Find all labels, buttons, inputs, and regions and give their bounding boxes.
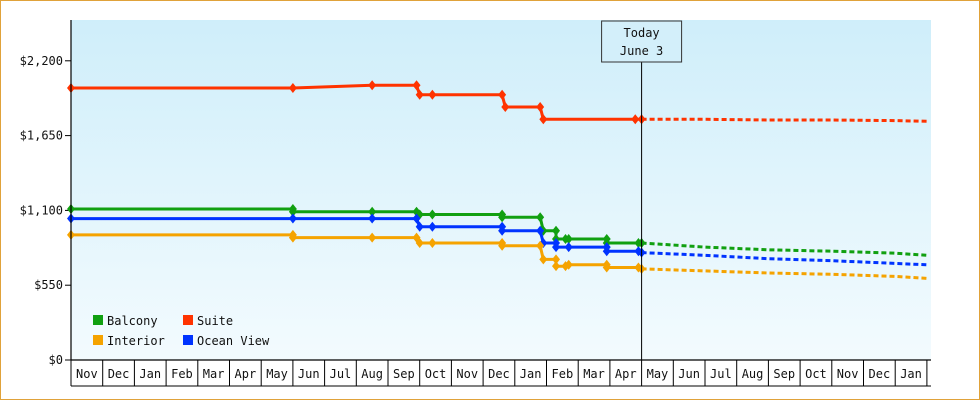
x-tick-label: Jul (330, 367, 352, 381)
x-tick-label: Feb (552, 367, 574, 381)
data-point-interior (368, 232, 377, 243)
data-point-balcony (498, 212, 507, 223)
x-tick-label: Dec (488, 367, 510, 381)
x-tick-label: Dec (108, 367, 130, 381)
data-point-balcony (552, 225, 561, 236)
data-point-interior (498, 240, 507, 251)
data-point-suite (428, 89, 437, 100)
data-point-balcony (564, 233, 573, 244)
data-point-interior (552, 261, 561, 272)
today-date: June 3 (620, 44, 663, 58)
x-tick-label: May (266, 367, 288, 381)
x-tick-label: Nov (456, 367, 478, 381)
data-point-ocean-view (415, 221, 424, 232)
plot-background (71, 20, 931, 360)
x-tick-label: Nov (76, 367, 98, 381)
y-tick-label: $1,100 (20, 203, 63, 217)
x-tick-label: Apr (235, 367, 257, 381)
legend-swatch (183, 335, 193, 345)
series-forecast-balcony (641, 241, 927, 257)
data-point-suite (368, 80, 377, 91)
legend-label: Suite (197, 314, 233, 328)
today-box (601, 20, 683, 63)
data-point-balcony (428, 209, 437, 220)
data-point-ocean-view (412, 213, 421, 224)
data-point-suite (415, 89, 424, 100)
legend-swatch (93, 315, 103, 325)
series-forecast-interior (641, 267, 927, 280)
data-point-interior (415, 238, 424, 249)
legend-swatch (183, 315, 193, 325)
x-tick-label: Feb (171, 367, 193, 381)
x-tick-label: Apr (615, 367, 637, 381)
data-point-suite (498, 89, 507, 100)
data-point-suite (631, 114, 640, 125)
x-tick-label: Jan (139, 367, 161, 381)
legend-swatch (93, 335, 103, 345)
x-tick-label: Aug (742, 367, 764, 381)
data-point-interior (602, 262, 611, 273)
y-tick-label: $2,200 (20, 54, 63, 68)
x-tick-label: Jun (298, 367, 320, 381)
x-tick-label: Jan (900, 367, 922, 381)
data-point-suite (412, 80, 421, 91)
data-point-ocean-view (602, 246, 611, 257)
today-label: Today (624, 26, 660, 40)
data-point-ocean-view (368, 213, 377, 224)
x-tick-label: Sep (773, 367, 795, 381)
data-point-ocean-view (428, 221, 437, 232)
x-tick-label: Oct (425, 367, 447, 381)
x-tick-label: Mar (583, 367, 605, 381)
legend-label: Ocean View (197, 334, 270, 348)
x-tick-label: Jan (520, 367, 542, 381)
x-tick-label: Mar (203, 367, 225, 381)
data-point-ocean-view (552, 242, 561, 253)
legend-label: Interior (107, 334, 165, 348)
data-point-interior (536, 240, 545, 251)
data-point-interior (564, 259, 573, 270)
y-tick-label: $550 (34, 278, 63, 292)
legend-label: Balcony (107, 314, 158, 328)
data-point-balcony (536, 212, 545, 223)
series-line-suite (71, 83, 642, 121)
data-point-ocean-view (536, 225, 545, 236)
x-tick-label: Sep (393, 367, 415, 381)
data-point-suite (536, 102, 545, 113)
series-forecast-suite (641, 117, 927, 123)
y-tick-label: $1,650 (20, 129, 63, 143)
data-point-suite (539, 114, 548, 125)
x-tick-label: Aug (361, 367, 383, 381)
data-point-interior (288, 232, 297, 243)
data-point-suite (288, 83, 297, 93)
series-forecast-ocean-view (641, 251, 927, 267)
x-tick-label: Oct (805, 367, 827, 381)
data-point-suite (501, 102, 510, 113)
x-tick-label: Jul (710, 367, 732, 381)
x-tick-label: May (647, 367, 669, 381)
x-tick-label: Dec (869, 367, 891, 381)
x-tick-label: Jun (678, 367, 700, 381)
data-point-balcony (288, 206, 297, 217)
data-point-ocean-view (634, 246, 643, 257)
data-point-interior (428, 238, 437, 249)
data-point-balcony (368, 206, 377, 217)
y-tick-label: $0 (49, 353, 63, 367)
data-point-ocean-view (498, 225, 507, 236)
data-point-ocean-view (564, 242, 573, 253)
data-point-ocean-view (288, 213, 297, 224)
x-tick-label: Nov (837, 367, 859, 381)
